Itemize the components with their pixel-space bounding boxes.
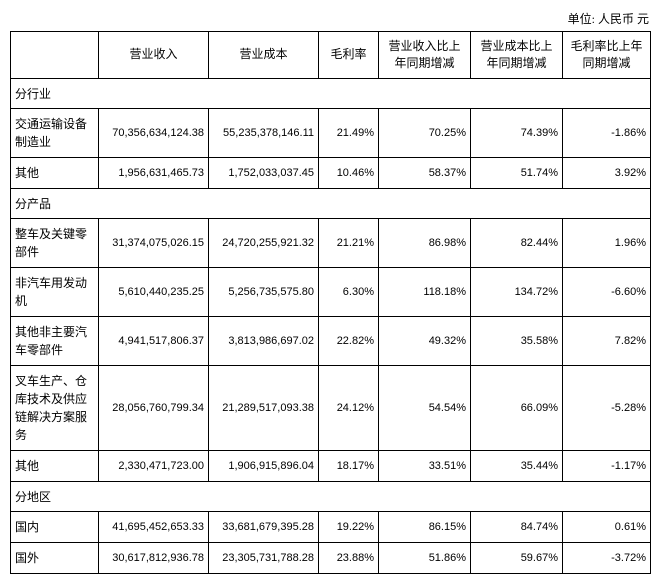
cell-revenue: 4,941,517,806.37 <box>99 316 209 365</box>
col-header-rev-change: 营业收入比上年同期增减 <box>379 32 471 79</box>
cell-cost: 1,906,915,896.04 <box>209 450 319 481</box>
row-label: 其他 <box>11 157 99 188</box>
table-row: 叉车生产、仓库技术及供应链解决方案服务28,056,760,799.3421,2… <box>11 365 651 450</box>
cell-gm-change: 1.96% <box>563 218 651 267</box>
cell-cost: 5,256,735,575.80 <box>209 267 319 316</box>
table-row: 其他非主要汽车零部件4,941,517,806.373,813,986,697.… <box>11 316 651 365</box>
cell-gm-change: 0.61% <box>563 511 651 542</box>
cell-gm-change: -6.60% <box>563 267 651 316</box>
table-row: 整车及关键零部件31,374,075,026.1524,720,255,921.… <box>11 218 651 267</box>
unit-label: 单位: 人民币 元 <box>10 10 651 27</box>
cell-revenue: 30,617,812,936.78 <box>99 542 209 573</box>
cell-rev-change: 70.25% <box>379 108 471 157</box>
cell-cost: 21,289,517,093.38 <box>209 365 319 450</box>
cell-rev-change: 86.15% <box>379 511 471 542</box>
cell-revenue: 28,056,760,799.34 <box>99 365 209 450</box>
header-row: 营业收入 营业成本 毛利率 营业收入比上年同期增减 营业成本比上年同期增减 毛利… <box>11 32 651 79</box>
cell-revenue: 70,356,634,124.38 <box>99 108 209 157</box>
cell-revenue: 5,610,440,235.25 <box>99 267 209 316</box>
cell-gm-change: 3.92% <box>563 157 651 188</box>
cell-gm-change: -5.28% <box>563 365 651 450</box>
row-label: 非汽车用发动机 <box>11 267 99 316</box>
cell-rev-change: 49.32% <box>379 316 471 365</box>
cell-cost-change: 134.72% <box>471 267 563 316</box>
col-header-cost: 营业成本 <box>209 32 319 79</box>
cell-rev-change: 33.51% <box>379 450 471 481</box>
cell-cost: 23,305,731,788.28 <box>209 542 319 573</box>
cell-cost-change: 82.44% <box>471 218 563 267</box>
cell-cost-change: 66.09% <box>471 365 563 450</box>
cell-revenue: 2,330,471,723.00 <box>99 450 209 481</box>
cell-gm-change: -1.86% <box>563 108 651 157</box>
cell-gross-margin: 19.22% <box>319 511 379 542</box>
cell-gross-margin: 18.17% <box>319 450 379 481</box>
cell-rev-change: 54.54% <box>379 365 471 450</box>
table-row: 国外30,617,812,936.7823,305,731,788.2823.8… <box>11 542 651 573</box>
section-title: 分地区 <box>11 481 651 511</box>
row-label: 叉车生产、仓库技术及供应链解决方案服务 <box>11 365 99 450</box>
cell-rev-change: 51.86% <box>379 542 471 573</box>
cell-gross-margin: 21.21% <box>319 218 379 267</box>
col-header-gm-change: 毛利率比上年同期增减 <box>563 32 651 79</box>
cell-cost: 55,235,378,146.11 <box>209 108 319 157</box>
row-label: 交通运输设备制造业 <box>11 108 99 157</box>
row-label: 其他 <box>11 450 99 481</box>
cell-gross-margin: 21.49% <box>319 108 379 157</box>
cell-cost: 33,681,679,395.28 <box>209 511 319 542</box>
cell-gross-margin: 24.12% <box>319 365 379 450</box>
section-title: 分产品 <box>11 188 651 218</box>
cell-gross-margin: 22.82% <box>319 316 379 365</box>
cell-gm-change: -1.17% <box>563 450 651 481</box>
col-header-revenue: 营业收入 <box>99 32 209 79</box>
table-row: 交通运输设备制造业70,356,634,124.3855,235,378,146… <box>11 108 651 157</box>
row-label: 其他非主要汽车零部件 <box>11 316 99 365</box>
row-label: 国内 <box>11 511 99 542</box>
cell-cost-change: 74.39% <box>471 108 563 157</box>
table-row: 非汽车用发动机5,610,440,235.255,256,735,575.806… <box>11 267 651 316</box>
section-row: 分行业 <box>11 78 651 108</box>
table-row: 国内41,695,452,653.3333,681,679,395.2819.2… <box>11 511 651 542</box>
col-header-cost-change: 营业成本比上年同期增减 <box>471 32 563 79</box>
cell-gross-margin: 6.30% <box>319 267 379 316</box>
cell-rev-change: 118.18% <box>379 267 471 316</box>
section-row: 分产品 <box>11 188 651 218</box>
cell-cost-change: 59.67% <box>471 542 563 573</box>
cell-gross-margin: 23.88% <box>319 542 379 573</box>
financial-table: 营业收入 营业成本 毛利率 营业收入比上年同期增减 营业成本比上年同期增减 毛利… <box>10 31 651 574</box>
table-row: 其他1,956,631,465.731,752,033,037.4510.46%… <box>11 157 651 188</box>
cell-rev-change: 86.98% <box>379 218 471 267</box>
cell-cost: 1,752,033,037.45 <box>209 157 319 188</box>
table-row: 其他2,330,471,723.001,906,915,896.0418.17%… <box>11 450 651 481</box>
cell-cost-change: 35.58% <box>471 316 563 365</box>
cell-cost: 24,720,255,921.32 <box>209 218 319 267</box>
section-row: 分地区 <box>11 481 651 511</box>
col-header-gross-margin: 毛利率 <box>319 32 379 79</box>
cell-gm-change: -3.72% <box>563 542 651 573</box>
cell-revenue: 41,695,452,653.33 <box>99 511 209 542</box>
cell-cost-change: 51.74% <box>471 157 563 188</box>
row-label: 国外 <box>11 542 99 573</box>
cell-rev-change: 58.37% <box>379 157 471 188</box>
cell-revenue: 31,374,075,026.15 <box>99 218 209 267</box>
cell-gross-margin: 10.46% <box>319 157 379 188</box>
cell-cost-change: 35.44% <box>471 450 563 481</box>
col-header-blank <box>11 32 99 79</box>
cell-cost-change: 84.74% <box>471 511 563 542</box>
cell-gm-change: 7.82% <box>563 316 651 365</box>
section-title: 分行业 <box>11 78 651 108</box>
cell-cost: 3,813,986,697.02 <box>209 316 319 365</box>
row-label: 整车及关键零部件 <box>11 218 99 267</box>
cell-revenue: 1,956,631,465.73 <box>99 157 209 188</box>
